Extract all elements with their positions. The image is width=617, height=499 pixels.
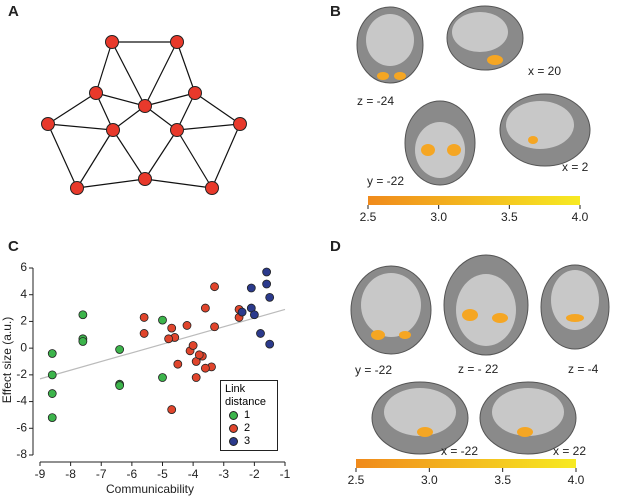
panel-label: A <box>8 3 19 20</box>
slice-label: z = -4 <box>568 362 599 376</box>
legend-swatch <box>229 437 238 446</box>
legend-label: 2 <box>244 422 251 434</box>
y-tick-label: -4 <box>16 394 27 408</box>
y-tick-label: 2 <box>20 314 27 328</box>
colorbar-tick-label: 3.0 <box>430 210 447 224</box>
y-axis-label: Effect size (a.u.) <box>0 317 14 403</box>
panel-label: D <box>330 238 341 255</box>
y-tick-label: 4 <box>20 287 27 301</box>
y-tick-label: 6 <box>20 260 27 274</box>
x-tick-label: -2 <box>249 467 260 481</box>
slice-label: y = -22 <box>355 363 392 377</box>
point <box>200 303 210 313</box>
y-tick-label: -2 <box>16 367 27 381</box>
point <box>194 350 204 360</box>
point <box>256 329 265 338</box>
colorbar-tick-label: 4.0 <box>572 210 589 224</box>
slice-label: x = -22 <box>441 444 478 458</box>
slice-label: z = - 22 <box>458 362 499 376</box>
slice-label: x = 2 <box>562 160 589 174</box>
x-tick-label: -4 <box>188 467 199 481</box>
panel-label: C <box>8 238 19 255</box>
point <box>246 283 256 293</box>
x-tick-label: -1 <box>280 467 291 481</box>
legend-entry: 3 <box>225 435 273 448</box>
colorbar-tick-label: 2.5 <box>348 473 365 487</box>
x-tick-label: -5 <box>157 467 168 481</box>
point <box>200 363 210 373</box>
point <box>47 370 57 380</box>
point <box>182 321 192 330</box>
colorbar <box>368 196 580 205</box>
point <box>139 313 149 322</box>
point <box>265 292 275 302</box>
colorbar-tick-label: 2.5 <box>360 210 377 224</box>
colorbar-tick-label: 3.5 <box>501 210 518 224</box>
point <box>158 315 167 325</box>
panel-label: B <box>330 3 341 20</box>
x-tick-label: -9 <box>35 467 46 481</box>
point <box>78 337 88 346</box>
slice-label: x = 22 <box>553 444 586 458</box>
point <box>164 334 174 344</box>
legend-entry: 1 <box>225 409 273 422</box>
y-tick-label: -6 <box>16 420 27 434</box>
brain-tissue <box>361 12 599 436</box>
point <box>210 322 219 332</box>
legend-label: 1 <box>244 409 251 421</box>
colorbar <box>356 459 576 468</box>
graph-edges <box>47 41 241 189</box>
brain-slices <box>350 5 610 455</box>
legend-swatch <box>229 411 238 420</box>
point <box>78 310 88 320</box>
legend-label: 3 <box>244 435 251 447</box>
activation-blobs <box>371 55 584 437</box>
legend-entry: 2 <box>225 422 273 435</box>
point <box>237 307 247 317</box>
trend-line <box>39 308 286 380</box>
point <box>262 279 272 289</box>
colorbar-tick-label: 3.0 <box>421 473 438 487</box>
slice-label: y = -22 <box>367 174 404 188</box>
x-tick-label: -8 <box>65 467 76 481</box>
point <box>167 323 177 333</box>
point <box>249 310 259 320</box>
x-tick-label: -3 <box>218 467 229 481</box>
point <box>191 373 201 382</box>
point <box>173 359 183 369</box>
point <box>167 405 177 414</box>
colorbar-tick-label: 4.0 <box>568 473 585 487</box>
x-tick-label: -6 <box>127 467 138 481</box>
point <box>262 267 272 277</box>
point <box>115 381 125 390</box>
point <box>139 329 149 338</box>
slice-label: x = 20 <box>528 64 561 78</box>
legend-title: Link distance <box>225 383 266 408</box>
point <box>188 341 198 350</box>
point <box>115 345 125 354</box>
point <box>210 282 219 292</box>
legend-swatch <box>229 424 238 433</box>
point <box>47 349 57 358</box>
y-tick-label: 0 <box>20 340 27 354</box>
y-tick-label: -8 <box>16 447 27 461</box>
graph-nodes <box>41 35 247 195</box>
x-axis-label: Communicability <box>106 482 194 496</box>
slice-label: z = -24 <box>357 94 394 108</box>
point <box>158 373 167 382</box>
x-tick-label: -7 <box>96 467 107 481</box>
point <box>47 389 57 398</box>
point <box>47 413 57 423</box>
colorbar-tick-label: 3.5 <box>494 473 511 487</box>
point <box>265 339 275 349</box>
